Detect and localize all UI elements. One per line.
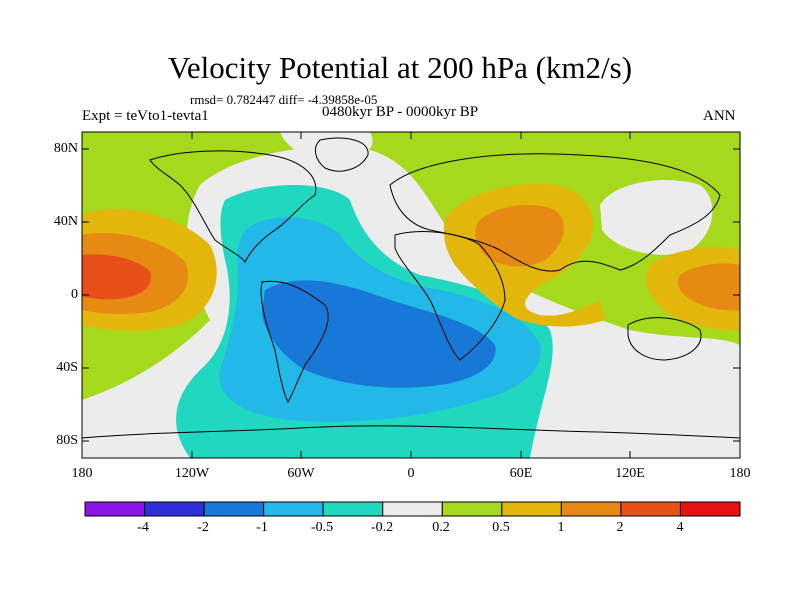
- coastline-south-america: [260, 280, 329, 404]
- lat-label-40n: 40N: [53, 214, 78, 229]
- colorbar-label: -4: [137, 520, 149, 535]
- colorbar-label: 0.5: [492, 520, 510, 535]
- colorbar-label: -0.2: [370, 520, 394, 535]
- coastlines: [81, 137, 741, 439]
- colorbar-label: -1: [256, 520, 268, 535]
- positive-pacific-core: [82, 254, 151, 300]
- colorbar-label: 1: [557, 520, 565, 535]
- lat-label-0: 0: [71, 287, 78, 302]
- colorbar-swatch: [441, 501, 503, 517]
- lon-label-60w: 60W: [287, 466, 315, 481]
- colorbar-label: -2: [197, 520, 209, 535]
- lon-label-120w: 120W: [174, 466, 210, 481]
- season-label: ANN: [703, 108, 736, 124]
- colorbar: [84, 501, 741, 517]
- coastline-antarctica: [81, 425, 741, 439]
- lat-label-80n: 80N: [53, 141, 78, 156]
- colorbar-label: -0.5: [310, 520, 334, 535]
- colorbar-label: 4: [676, 520, 684, 535]
- coastline-australia: [627, 317, 702, 361]
- lon-ticks: [81, 132, 741, 458]
- map-title: Velocity Potential at 200 hPa (km2/s): [167, 50, 633, 85]
- colorbar-label: 0.2: [432, 520, 450, 535]
- lon-label-180w: 180: [71, 466, 93, 481]
- lon-label-60e: 60E: [509, 466, 533, 481]
- lat-label-40s: 40S: [56, 360, 78, 375]
- negative-core: [262, 280, 496, 388]
- coastline-north-america: [149, 150, 317, 263]
- colorbar-swatch: [560, 501, 622, 517]
- period-label: 0480kyr BP - 0000kyr BP: [322, 104, 479, 120]
- lat-ticks: [82, 148, 740, 442]
- colorbar-label: 2: [616, 520, 624, 535]
- positive-eurasia-mod: [475, 204, 564, 267]
- colorbar-swatch: [203, 501, 265, 517]
- colorbar-swatch: [263, 501, 324, 517]
- lon-label-180e: 180: [729, 466, 751, 481]
- coastline-greenland: [314, 137, 369, 172]
- coastline-africa: [394, 231, 506, 361]
- stats-line: rmsd= 0.782447 diff= -4.39858e-05: [190, 92, 378, 107]
- contour-field: [82, 132, 740, 458]
- neutral-eastasia: [600, 180, 713, 255]
- lon-label-120e: 120E: [615, 466, 645, 481]
- lon-label-0: 0: [407, 466, 415, 481]
- colorbar-swatch: [679, 501, 741, 517]
- lat-label-80s: 80S: [56, 433, 78, 448]
- experiment-label: Expt = teVto1-tevta1: [82, 108, 209, 124]
- colorbar-swatch: [382, 501, 443, 517]
- colorbar-swatch: [501, 501, 562, 517]
- colorbar-swatch: [84, 501, 146, 517]
- colorbar-swatch: [144, 501, 205, 517]
- colorbar-swatch: [322, 501, 384, 517]
- colorbar-swatch: [620, 501, 681, 517]
- positive-wpacific-mod: [677, 263, 740, 311]
